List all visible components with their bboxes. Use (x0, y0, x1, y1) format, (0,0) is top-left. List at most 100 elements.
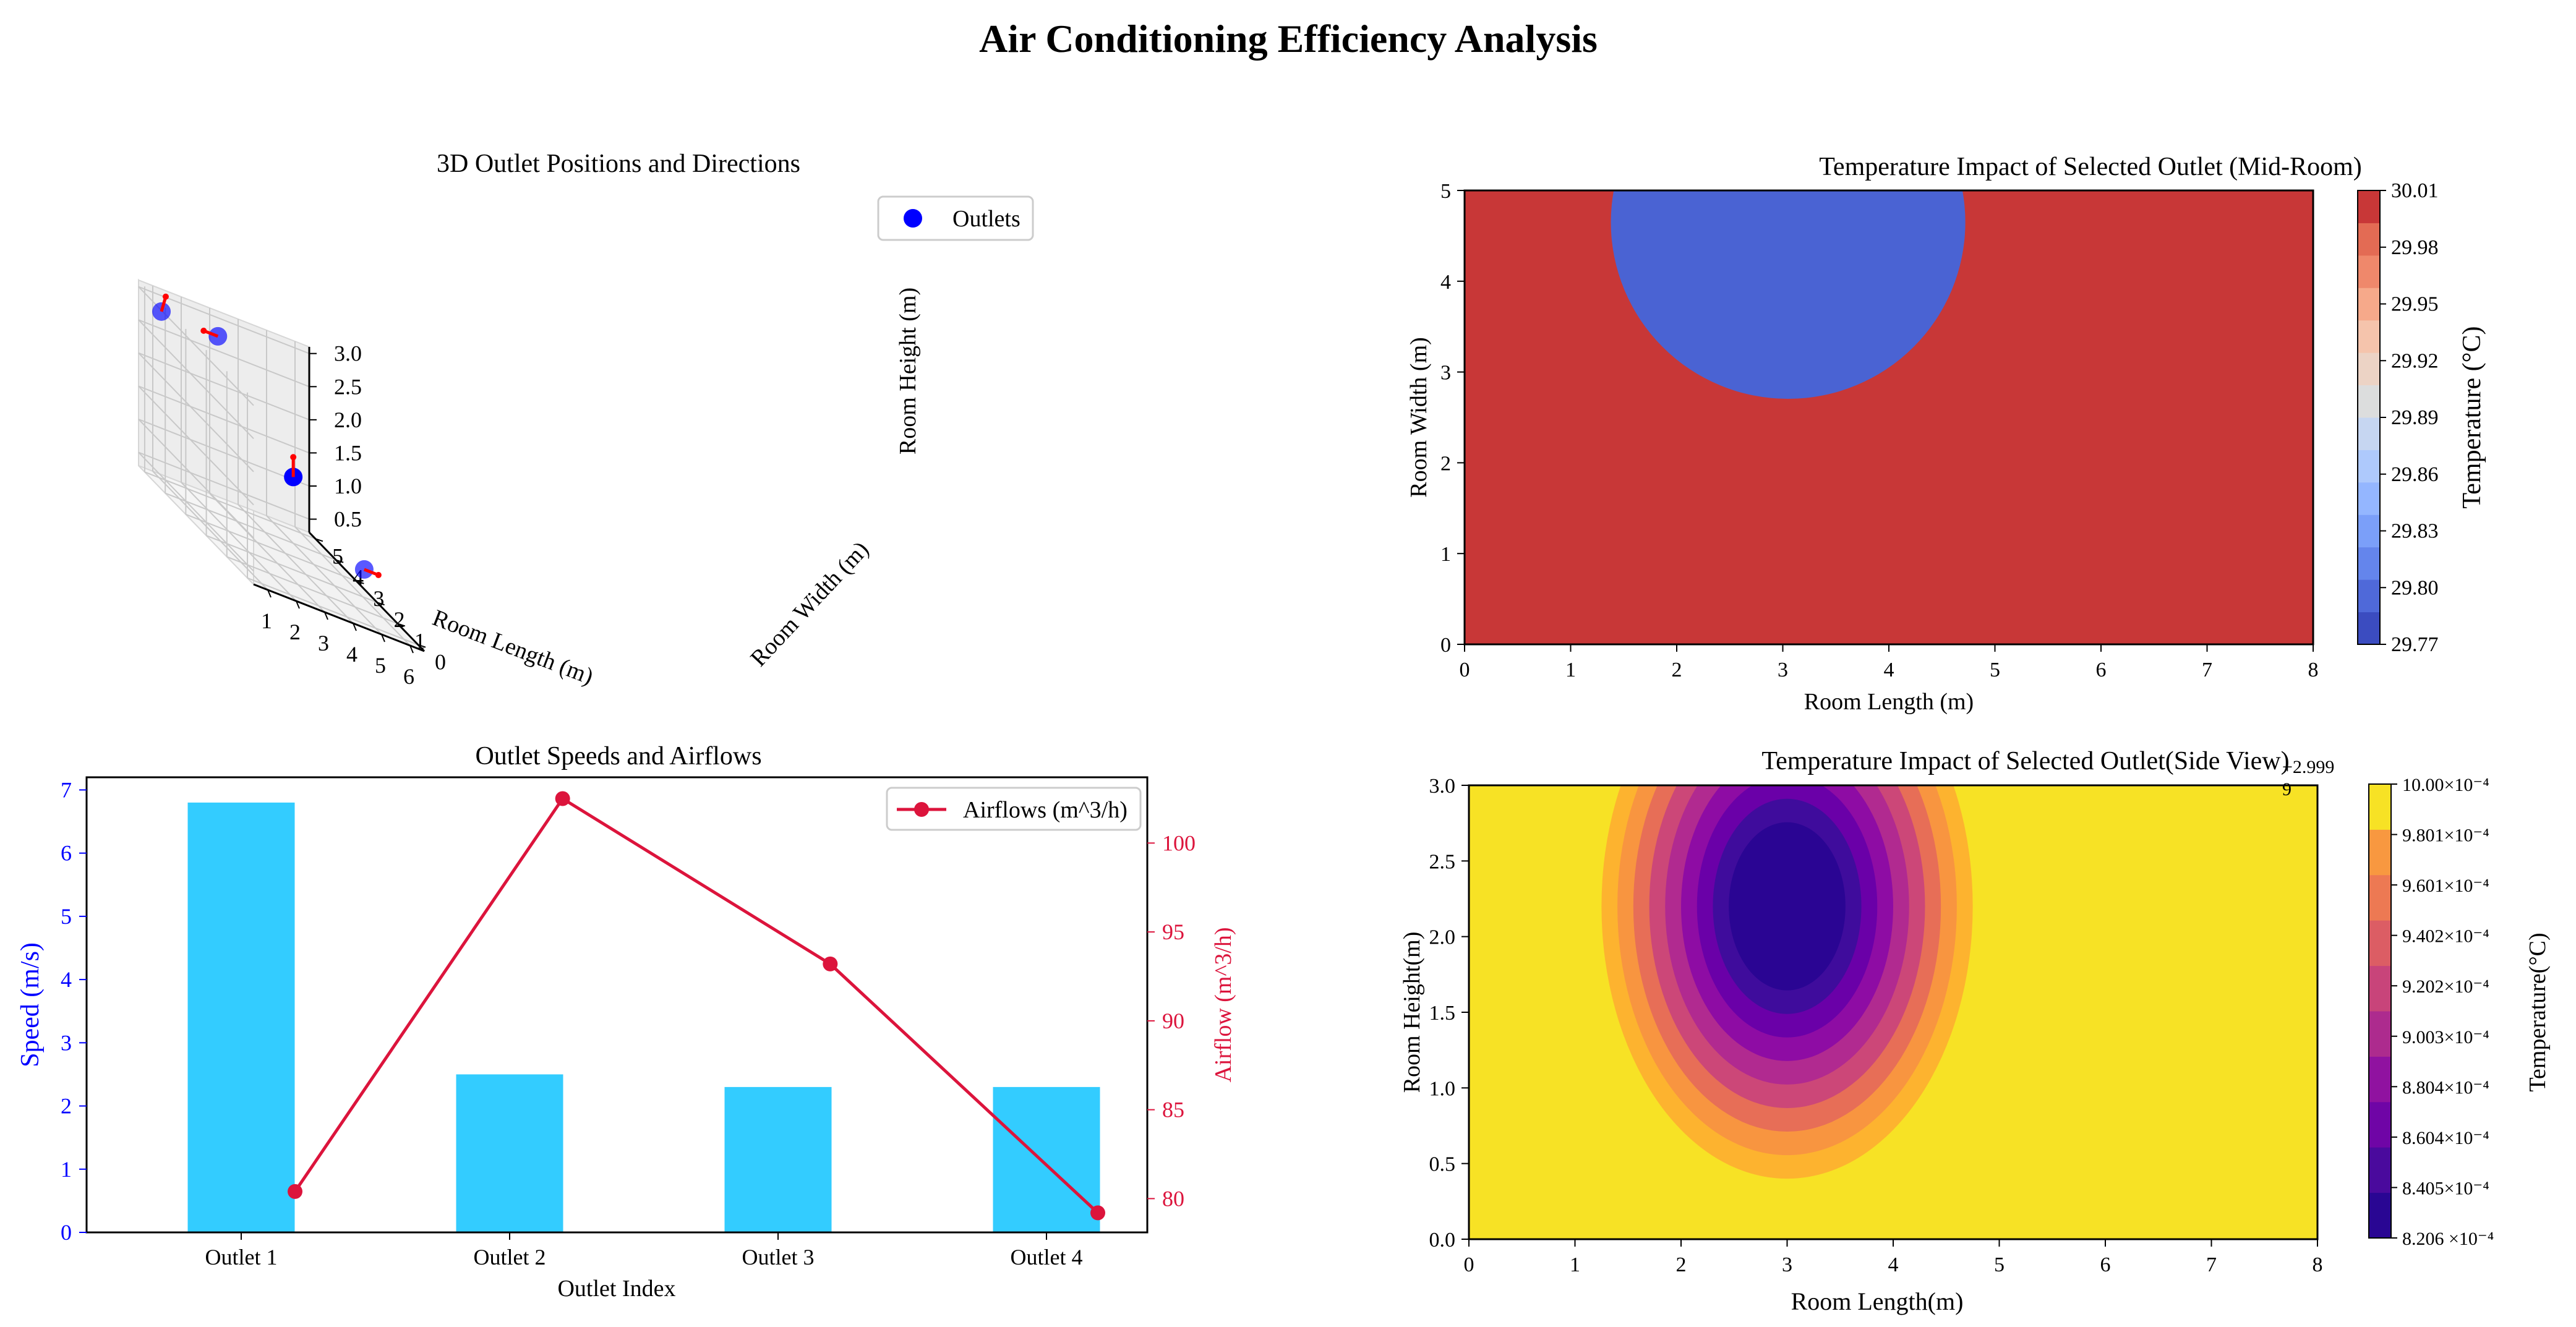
colorbar-tick-label: 29.86 (2391, 463, 2439, 486)
3d-grid-z (138, 385, 254, 506)
x-tick-label: 6 (2100, 1253, 2111, 1276)
3d-grid-x (181, 482, 297, 602)
colorbar-tick-label: 10.00×10⁻⁴ (2402, 775, 2489, 795)
y-tick-label: 2.0 (1429, 926, 1456, 949)
colorbar-segment (2358, 579, 2380, 613)
3d-grid-y (206, 535, 377, 604)
speed-tick-label: 4 (61, 967, 72, 992)
colorbar-segment (2358, 450, 2380, 483)
outlet-point (152, 302, 171, 321)
colorbar-segment (2358, 190, 2380, 223)
y-tick-label: 0.5 (1429, 1153, 1456, 1176)
y-tick-label: 1 (1440, 543, 1451, 566)
x-tick-label: 1 (1565, 659, 1576, 681)
3d-grid-z (138, 451, 254, 572)
colorbar-segment (2358, 385, 2380, 418)
3d-x-tick-mark (324, 612, 328, 620)
midroom-ticks: 0 1 2 3 4 5 6 7 8 0 1 2 3 4 5 (1440, 180, 2319, 681)
3d-grid-x (152, 471, 268, 591)
x-tick-label: Outlet 4 (1011, 1245, 1083, 1269)
midroom-plot-area (1465, 190, 2313, 644)
speed-tick-label: 6 (61, 841, 72, 866)
x-tick-label: Outlet 3 (742, 1245, 815, 1269)
airflow-tick-label: 85 (1162, 1098, 1184, 1122)
speed-bar (187, 802, 295, 1232)
3d-grid-y (165, 492, 336, 561)
colorbar-segment (2369, 1147, 2391, 1193)
3d-grid (138, 286, 419, 646)
colorbar-segment (2358, 320, 2380, 353)
airflow-point (288, 1184, 302, 1199)
midroom-chart-title: Temperature Impact of Selected Outlet (M… (1819, 153, 2362, 181)
3d-x-tick-mark (381, 634, 385, 642)
3d-points (152, 293, 382, 579)
colorbar-tick-label: 9.202×10⁻⁴ (2402, 976, 2489, 997)
colorbar-tick-label: 29.89 (2391, 406, 2439, 429)
3d-x-tick: 4 (346, 642, 357, 667)
speeds-legend-box (886, 787, 1142, 831)
colorbar-tick-label: 9.003×10⁻⁴ (2402, 1027, 2489, 1048)
3d-legend-box (877, 195, 1034, 241)
3d-zlabel: Room Height (m) (895, 288, 921, 454)
speeds-ticks: Outlet 1 Outlet 2 Outlet 3 Outlet 4 0 1 2 3 4 5 6 7… (61, 777, 1196, 1269)
speeds-frame (85, 776, 1149, 1234)
airflow-tick-label: 80 (1162, 1186, 1184, 1211)
speed-bar (724, 1086, 832, 1232)
speeds-legend-label: Airflows (m^3/h) (963, 797, 1128, 823)
y-tick-label: 4 (1440, 271, 1451, 294)
3d-grid-z (138, 419, 254, 539)
colorbar-segment (2358, 288, 2380, 321)
x-tick-label: 3 (1782, 1253, 1792, 1276)
3d-grid-y (247, 577, 419, 646)
colorbar-frame (2368, 783, 2392, 1239)
3d-z-tick: 0.5 (334, 507, 362, 532)
x-tick-label: 1 (1570, 1253, 1580, 1276)
colorbar-segment (2369, 1056, 2391, 1103)
x-tick-label: 6 (2096, 659, 2107, 681)
3d-grid-z (138, 451, 310, 520)
y-tick-label: 3 (1440, 362, 1451, 385)
3d-legend-marker (904, 209, 922, 228)
speeds-xlabel: Outlet Index (557, 1276, 675, 1302)
speeds-legend-marker (914, 802, 929, 817)
sideview-offset-line-1: +2.999 (2282, 757, 2334, 777)
colorbar-segment (2358, 352, 2380, 386)
3d-y-tick: 0 (435, 650, 446, 675)
colorbar-segment (2358, 612, 2380, 645)
speeds-chart-title: Outlet Speeds and Airflows (475, 742, 761, 770)
panel-midroom-heatmap: Temperature Impact of Selected Outlet (M… (1406, 153, 2486, 715)
panel-sideview-heatmap: Temperature Impact of Selected Outlet(Si… (1399, 747, 2551, 1315)
3d-z-tick: 1.5 (334, 440, 362, 465)
outlet-arrow-head (290, 454, 297, 461)
speed-tick-label: 5 (61, 904, 72, 929)
x-tick-label: 2 (1672, 659, 1682, 681)
y-tick-label: 2.5 (1429, 850, 1456, 873)
speed-bars (187, 802, 1100, 1232)
colorbar-tick-label: 29.77 (2391, 633, 2439, 656)
airflow-series (288, 791, 1105, 1221)
colorbar-tick-label: 29.95 (2391, 293, 2439, 316)
3d-grid-z (138, 319, 254, 439)
colorbar-tick-label: 8.405×10⁻⁴ (2402, 1178, 2489, 1198)
3d-grid-z (138, 352, 310, 420)
3d-grid-z (138, 319, 310, 388)
colorbar-segment (2369, 1192, 2391, 1239)
colorbar-tick-label: 8.604×10⁻⁴ (2402, 1128, 2489, 1148)
sideview-colorbar: 8.206 ×10⁻⁴ 8.405×10⁻⁴ 8.604×10⁻⁴ 8.804×10⁻… (2368, 775, 2494, 1249)
x-tick-label: Outlet 1 (205, 1245, 278, 1269)
outlet-arrow-head (200, 327, 207, 334)
colorbar-segment (2369, 920, 2391, 966)
speed-tick-label: 0 (61, 1220, 72, 1245)
3d-y-tick: 5 (332, 544, 343, 568)
colorbar-tick-label: 9.801×10⁻⁴ (2402, 826, 2489, 846)
3d-grid-x (266, 515, 382, 635)
speeds-legend: Airflows (m^3/h) (886, 787, 1142, 831)
y-tick-label: 1.5 (1429, 1002, 1456, 1025)
3d-x-tick: 1 (261, 608, 272, 633)
airflow-point (555, 791, 570, 806)
x-tick-label: 0 (1460, 659, 1470, 681)
airflow-line (293, 796, 1099, 1214)
3d-x-tick: 5 (375, 653, 386, 678)
3d-x-tick: 6 (403, 664, 414, 689)
